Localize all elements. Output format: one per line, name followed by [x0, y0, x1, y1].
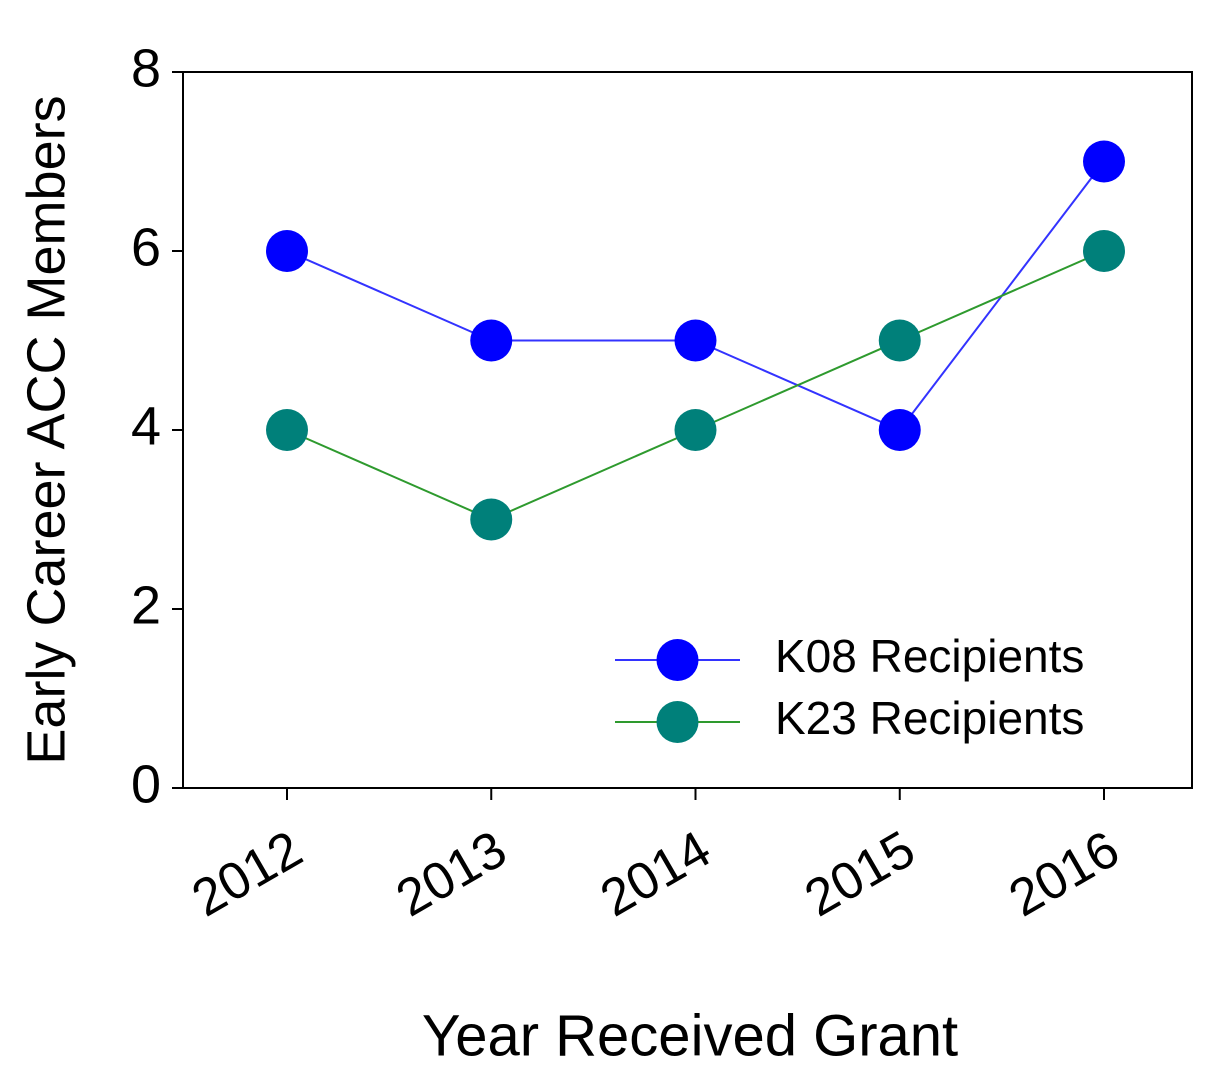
legend-marker	[656, 701, 699, 743]
legend-label: K23 Recipients	[775, 692, 1084, 744]
data-point	[1083, 230, 1125, 272]
y-tick-label: 6	[131, 217, 161, 277]
y-tick-label: 4	[131, 396, 161, 456]
data-point	[878, 319, 921, 362]
x-axis-title: Year Received Grant	[422, 1003, 958, 1068]
y-tick-label: 8	[131, 38, 161, 98]
y-tick-label: 2	[131, 575, 161, 635]
legend: K08 Recipients K23 Recipients	[615, 630, 1084, 744]
legend-marker	[656, 639, 699, 681]
data-point	[674, 319, 717, 362]
data-point	[878, 409, 921, 451]
data-point	[674, 409, 717, 451]
data-point	[266, 230, 308, 272]
legend-label: K08 Recipients	[775, 630, 1084, 682]
y-tick-label: 0	[131, 754, 161, 814]
y-axis-title: Early Career ACC Members	[16, 95, 76, 764]
data-point	[266, 409, 308, 451]
data-point	[1083, 140, 1125, 183]
data-point	[470, 498, 513, 541]
data-point	[470, 319, 513, 362]
